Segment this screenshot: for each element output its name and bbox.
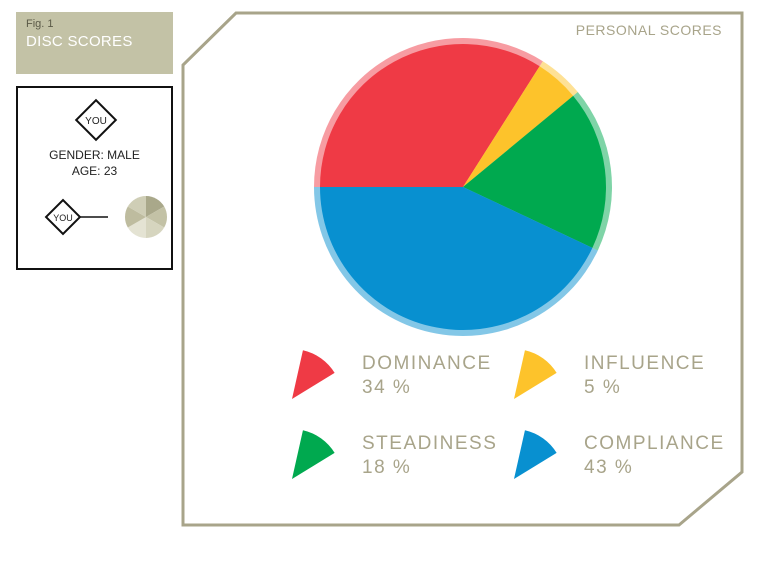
legend-wedge-icon-influence <box>514 350 557 399</box>
profile-card: YOU YOU GENDER: MALE AGE: 23 <box>16 86 173 270</box>
age-text: AGE: 23 <box>71 164 118 178</box>
legend-value-compliance: 43 % <box>584 457 634 478</box>
figure-number: Fig. 1 <box>26 18 54 30</box>
you-badge-text: YOU <box>85 116 107 127</box>
legend-icons <box>292 350 557 479</box>
legend-name-dominance: DOMINANCE <box>362 353 492 374</box>
profile-graphics: YOU YOU <box>44 98 167 238</box>
legend-name-steadiness: STEADINESS <box>362 433 498 454</box>
mini-pie-icon <box>125 196 167 238</box>
mini-pie-segment <box>127 217 146 238</box>
mini-pie-segment <box>146 206 167 228</box>
legend-value-dominance: 34 % <box>362 377 412 398</box>
pie-slice-steadiness <box>463 95 606 248</box>
mini-pie-segment <box>125 206 146 228</box>
legend-value-influence: 5 % <box>584 377 622 398</box>
mini-badge-text: YOU <box>53 213 73 223</box>
pie-slice-influence <box>463 66 574 187</box>
legend-value-steadiness: 18 % <box>362 457 412 478</box>
you-badge-icon: YOU <box>74 98 118 142</box>
legend-wedge-icon-dominance <box>292 350 335 399</box>
pie-chart <box>314 37 612 336</box>
legend-wedge-icon-compliance <box>514 430 557 479</box>
gender-text: GENDER: MALE <box>49 148 140 162</box>
legend-name-influence: INFLUENCE <box>584 353 706 374</box>
legend-wedge-icon-steadiness <box>292 430 335 479</box>
figure-label: Fig. 1 DISC SCORES <box>16 12 173 74</box>
mini-pie-segment <box>146 217 165 238</box>
mini-you-badge-icon: YOU <box>44 198 82 236</box>
figure-title: DISC SCORES <box>26 33 133 50</box>
mini-pie-segment <box>127 196 146 217</box>
pie-slice-compliance <box>320 187 593 330</box>
legend-name-compliance: COMPLIANCE <box>584 433 725 454</box>
mini-pie-segment <box>146 196 165 217</box>
panel-title: PERSONAL SCORES <box>575 22 722 38</box>
pie-slice-dominance <box>320 44 540 188</box>
